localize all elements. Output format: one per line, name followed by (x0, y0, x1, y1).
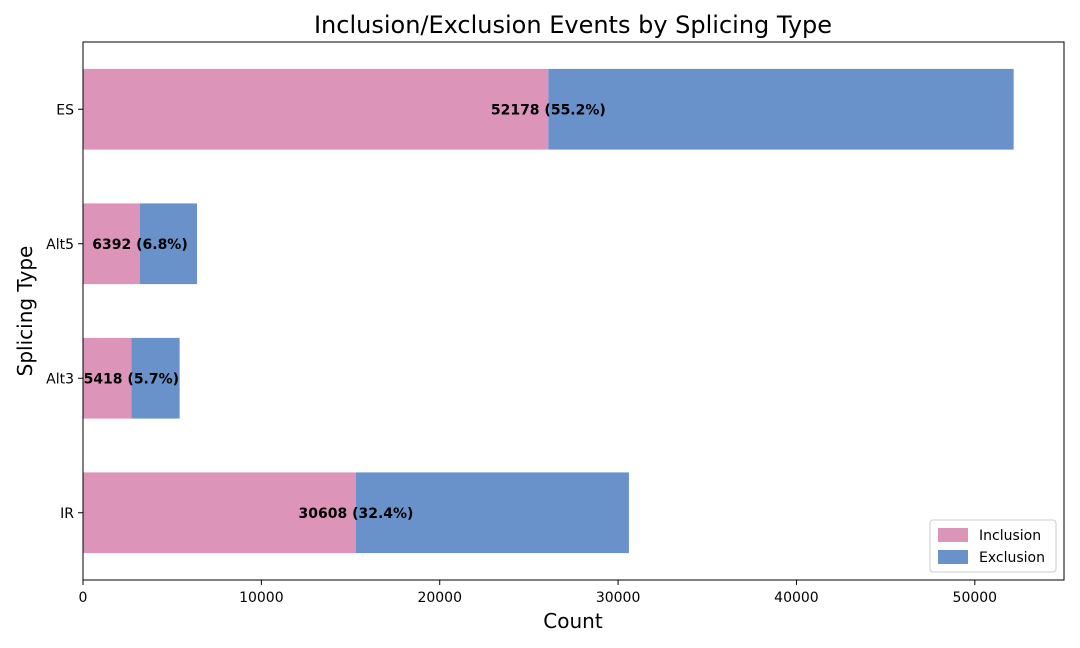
legend-swatch-exclusion (938, 550, 968, 564)
y-tick-label-ir: IR (60, 506, 74, 522)
bars-layer (83, 68, 1014, 554)
bar-label-alt3: 5418 (5.7%) (84, 371, 179, 387)
legend-swatch-inclusion (938, 528, 968, 542)
legend-label-exclusion: Exclusion (979, 550, 1045, 566)
bar-alt5-exclusion (140, 203, 198, 285)
legend-label-inclusion: Inclusion (979, 528, 1041, 544)
y-axis-label: Splicing Type (13, 246, 37, 377)
bar-alt3-inclusion (83, 337, 132, 419)
x-tick-label-50000: 50000 (953, 590, 998, 606)
plot-frame (82, 41, 1065, 581)
bar-alt5-inclusion (83, 203, 141, 285)
x-tick-label-40000: 40000 (774, 590, 819, 606)
legend: Inclusion Exclusion (929, 519, 1057, 573)
bar-label-es: 52178 (55.2%) (491, 102, 606, 118)
bar-label-ir: 30608 (32.4%) (298, 506, 413, 522)
bar-es-inclusion (83, 68, 549, 150)
x-tick-label-20000: 20000 (417, 590, 462, 606)
bar-label-alt5: 6392 (6.8%) (92, 237, 187, 253)
x-axis-label: Count (543, 609, 603, 633)
bar-alt3-exclusion (131, 337, 180, 419)
bar-ir-inclusion (83, 472, 356, 554)
x-axis-ticks: 0 10000 20000 30000 40000 50000 (79, 580, 998, 606)
y-tick-label-alt3: Alt3 (46, 371, 74, 387)
x-tick-label-10000: 10000 (239, 590, 284, 606)
x-tick-label-0: 0 (79, 590, 88, 606)
chart-title: Inclusion/Exclusion Events by Splicing T… (314, 11, 832, 39)
bar-labels-layer: 52178 (55.2%) 6392 (6.8%) 5418 (5.7%) 30608… (84, 102, 606, 522)
y-tick-label-alt5: Alt5 (46, 237, 74, 253)
y-tick-label-es: ES (56, 102, 74, 118)
y-axis-ticks: ES Alt5 Alt3 IR (46, 102, 83, 522)
x-tick-label-30000: 30000 (596, 590, 641, 606)
bar-es-exclusion (548, 68, 1014, 150)
bar-ir-exclusion (355, 472, 629, 554)
